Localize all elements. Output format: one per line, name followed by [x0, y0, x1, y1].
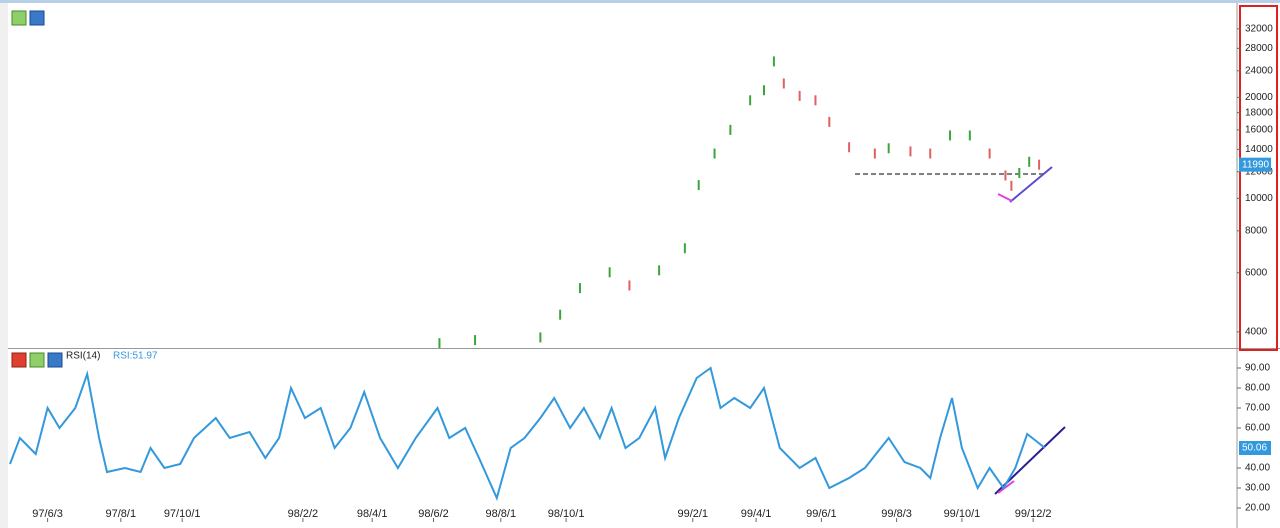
- price-bar: [873, 148, 876, 159]
- y-tick-label: 40.00: [1245, 463, 1270, 474]
- tool-icon[interactable]: [47, 352, 63, 368]
- last-value-box: [1239, 441, 1271, 455]
- trend-line: [1009, 166, 1053, 203]
- price-bar: [968, 130, 971, 141]
- axis-highlight: [1239, 5, 1278, 351]
- y-tick-label: 20000: [1245, 92, 1273, 103]
- price-bar: [798, 90, 801, 101]
- price-bar: [782, 78, 785, 89]
- y-tick-label: 6000: [1245, 267, 1268, 278]
- price-bar: [749, 95, 752, 106]
- y-tick-label: 16000: [1245, 125, 1273, 136]
- price-bar: [658, 265, 661, 276]
- price-bar: [1010, 180, 1013, 191]
- y-tick-label: 4000: [1245, 326, 1268, 337]
- y-tick-label: 30.00: [1245, 483, 1270, 494]
- top-border: [0, 0, 1280, 3]
- x-tick-label: 99/8/3: [881, 508, 912, 520]
- x-tick-label: 97/6/3: [32, 508, 63, 520]
- y-tick-label: 8000: [1245, 225, 1268, 236]
- price-bar: [988, 148, 991, 159]
- price-bar: [608, 267, 611, 278]
- tool-icon[interactable]: [29, 352, 45, 368]
- price-bar: [729, 124, 732, 135]
- price-bar: [438, 338, 441, 349]
- y-tick-label: 12000: [1245, 166, 1273, 177]
- x-tick-label: 98/2/2: [288, 508, 319, 520]
- price-bar: [539, 332, 542, 343]
- price-bar: [1004, 170, 1007, 181]
- price-bar: [887, 143, 890, 154]
- y-tick-label: 28000: [1245, 43, 1273, 54]
- y-tick-label: 70.00: [1245, 403, 1270, 414]
- tool-icon[interactable]: [29, 10, 45, 26]
- indicator-value: RSI:51.97: [113, 351, 158, 362]
- trend-line: [997, 193, 1013, 202]
- trend-line: [997, 480, 1015, 494]
- price-bar: [713, 148, 716, 159]
- x-tick-label: 99/12/2: [1015, 508, 1052, 520]
- x-tick-label: 99/4/1: [741, 508, 772, 520]
- last-value-box: [1239, 157, 1271, 172]
- y-tick-label: 20.00: [1245, 503, 1270, 514]
- x-tick-label: 98/8/1: [486, 508, 517, 520]
- x-tick-label: 99/2/1: [677, 508, 708, 520]
- x-tick-label: 99/10/1: [944, 508, 981, 520]
- price-bar: [578, 283, 581, 294]
- x-tick-label: 99/6/1: [806, 508, 837, 520]
- x-tick-label: 97/8/1: [106, 508, 137, 520]
- price-bar: [1018, 167, 1021, 178]
- y-tick-label: 14000: [1245, 144, 1273, 155]
- y-tick-label: 32000: [1245, 24, 1273, 35]
- price-bar: [1028, 156, 1031, 167]
- x-tick-label: 97/10/1: [164, 508, 201, 520]
- close-icon[interactable]: [11, 352, 27, 368]
- y-tick-label: 24000: [1245, 65, 1273, 76]
- last-value-label: 50.06: [1242, 443, 1267, 454]
- x-tick-label: 98/4/1: [357, 508, 388, 520]
- price-bar: [949, 130, 952, 141]
- price-bar: [559, 309, 562, 320]
- rsi-line: [9, 366, 1046, 501]
- price-bar: [474, 335, 477, 346]
- price-bar: [697, 180, 700, 191]
- y-tick-label: 90.00: [1245, 363, 1270, 374]
- tool-icon[interactable]: [11, 10, 27, 26]
- indicator-title: RSI(14): [66, 351, 100, 362]
- y-tick-label: 80.00: [1245, 383, 1270, 394]
- left-strip: [0, 3, 8, 528]
- price-bar: [848, 142, 851, 153]
- x-tick-label: 98/10/1: [548, 508, 585, 520]
- price-bar: [1038, 159, 1041, 170]
- price-bar: [828, 116, 831, 127]
- last-value-label: 11990: [1242, 159, 1270, 170]
- price-bar: [772, 56, 775, 67]
- y-tick-label: 10000: [1245, 193, 1273, 204]
- price-bar: [814, 95, 817, 106]
- x-tick-label: 98/6/2: [418, 508, 449, 520]
- price-bar: [763, 85, 766, 96]
- price-bar: [929, 148, 932, 159]
- y-tick-label: 18000: [1245, 107, 1273, 118]
- price-bar: [683, 243, 686, 254]
- price-bar: [909, 146, 912, 157]
- price-bar: [628, 280, 631, 291]
- y-tick-label: 60.00: [1245, 423, 1270, 434]
